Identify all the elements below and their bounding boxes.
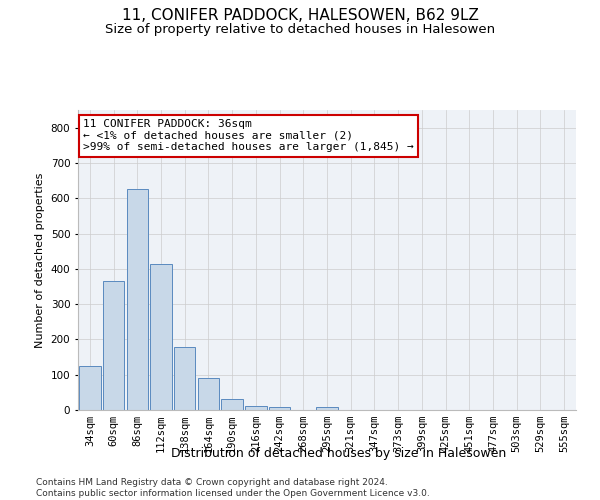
Y-axis label: Number of detached properties: Number of detached properties: [35, 172, 45, 348]
Bar: [127, 190, 148, 410]
Text: Contains HM Land Registry data © Crown copyright and database right 2024.
Contai: Contains HM Land Registry data © Crown c…: [36, 478, 430, 498]
Text: 11 CONIFER PADDOCK: 36sqm
← <1% of detached houses are smaller (2)
>99% of semi-: 11 CONIFER PADDOCK: 36sqm ← <1% of detac…: [83, 119, 414, 152]
Bar: [103, 281, 124, 410]
Bar: [79, 366, 101, 410]
Text: Distribution of detached houses by size in Halesowen: Distribution of detached houses by size …: [172, 448, 506, 460]
Bar: [269, 407, 290, 410]
Text: 11, CONIFER PADDOCK, HALESOWEN, B62 9LZ: 11, CONIFER PADDOCK, HALESOWEN, B62 9LZ: [122, 8, 478, 22]
Bar: [198, 378, 219, 410]
Bar: [174, 347, 196, 410]
Bar: [151, 264, 172, 410]
Bar: [316, 407, 338, 410]
Text: Size of property relative to detached houses in Halesowen: Size of property relative to detached ho…: [105, 22, 495, 36]
Bar: [245, 406, 266, 410]
Bar: [221, 400, 243, 410]
